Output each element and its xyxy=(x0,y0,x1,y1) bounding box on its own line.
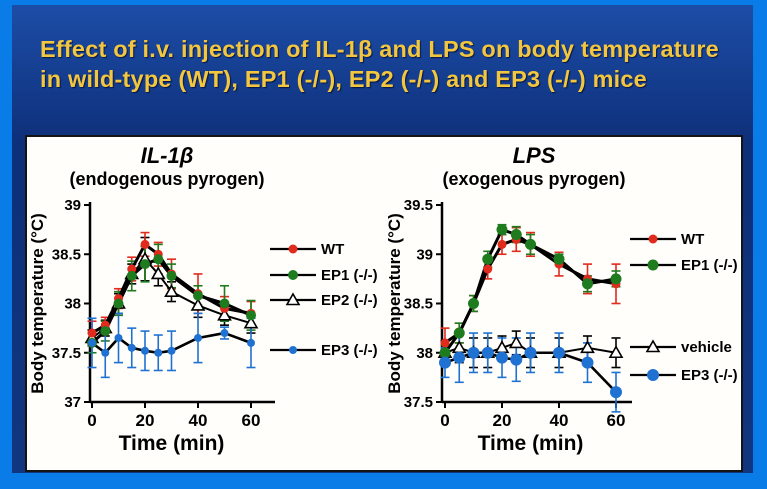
x-axis-label: Time (min) xyxy=(119,432,225,455)
chart-title: IL-1β xyxy=(141,143,194,168)
legend: WT EP1 (-/-) vehicle EP3 (-/-) xyxy=(630,231,738,384)
svg-text:40: 40 xyxy=(189,411,208,430)
svg-text:EP1 (-/-): EP1 (-/-) xyxy=(681,257,738,274)
svg-text:37.5: 37.5 xyxy=(52,345,81,362)
line-EP1 (-/-) xyxy=(91,257,252,345)
svg-text:39: 39 xyxy=(416,246,433,263)
svg-text:0: 0 xyxy=(440,411,449,430)
line-EP3 (-/-) xyxy=(91,331,252,355)
il1b-chart-svg: IL-1β(endogenous pyrogen) 37 37.5 38 38.5 39 B… xyxy=(28,143,378,455)
y-axis-label: Body temperature (°C) xyxy=(28,213,47,394)
series-EP1 (-/-) xyxy=(87,254,256,348)
series-EP3 (-/-) xyxy=(439,346,622,399)
slide-background: Effect of i.v. injection of IL-1β and LP… xyxy=(12,5,753,473)
svg-text:60: 60 xyxy=(242,411,261,430)
slide-title-line-2: in wild-type (WT), EP1 (-/-), EP2 (-/-) … xyxy=(40,66,647,92)
svg-text:EP1 (-/-): EP1 (-/-) xyxy=(321,267,378,284)
errorbars-EP3 (-/-) xyxy=(440,332,621,413)
svg-text:39: 39 xyxy=(64,197,81,214)
chart-title: LPS xyxy=(513,143,556,168)
line-EP1 (-/-) xyxy=(443,228,617,354)
chart-subtitle: (exogenous pyrogen) xyxy=(442,169,625,189)
svg-text:EP3 (-/-): EP3 (-/-) xyxy=(321,342,378,359)
x-axis: 0 20 40 60 xyxy=(440,400,632,430)
chart-subtitle: (endogenous pyrogen) xyxy=(70,169,265,189)
svg-text:20: 20 xyxy=(493,411,512,430)
svg-text:20: 20 xyxy=(136,411,155,430)
line-EP3 (-/-) xyxy=(444,351,617,394)
svg-text:37.5: 37.5 xyxy=(404,394,433,411)
svg-text:EP3 (-/-): EP3 (-/-) xyxy=(681,367,738,384)
svg-text:38.5: 38.5 xyxy=(52,246,81,263)
x-axis: 0 20 40 60 xyxy=(87,400,275,430)
chart-lps: LPS (exogenous pyrogen) 37.5 38 38.5 39 39.5 Bo… xyxy=(384,137,741,466)
svg-text:38: 38 xyxy=(416,345,433,362)
line-vehicle xyxy=(444,341,617,354)
lps-chart-svg: LPS(exogenous pyrogen) 37.5 38 38.5 39 39.5Bo… xyxy=(385,143,738,455)
svg-text:40: 40 xyxy=(550,411,569,430)
svg-text:38: 38 xyxy=(64,296,81,313)
series-EP1 (-/-) xyxy=(439,224,622,359)
svg-text:38.5: 38.5 xyxy=(404,296,433,313)
x-axis-label: Time (min) xyxy=(478,432,584,455)
legend: WT EP1 (-/-) EP2 (-/-) EP3 (-/-) xyxy=(270,241,378,359)
slide-title: Effect of i.v. injection of IL-1β and LP… xyxy=(40,34,730,94)
charts-panel: IL-1β (endogenous pyrogen) 37 37.5 38 38.5 39 B… xyxy=(25,135,743,472)
y-axis-label: Body temperature (°C) xyxy=(385,213,404,394)
svg-text:vehicle: vehicle xyxy=(681,339,732,356)
slide-title-line-1: Effect of i.v. injection of IL-1β and LP… xyxy=(40,36,719,62)
svg-text:60: 60 xyxy=(607,411,626,430)
chart-il1b: IL-1β (endogenous pyrogen) 37 37.5 38 38.5 39 B… xyxy=(27,137,384,466)
svg-text:37: 37 xyxy=(64,394,81,411)
svg-text:39.5: 39.5 xyxy=(404,197,433,214)
svg-text:0: 0 xyxy=(87,411,96,430)
y-axis: 37 37.5 38 38.5 39 xyxy=(52,197,92,411)
series-EP3 (-/-) xyxy=(88,329,255,357)
svg-text:WT: WT xyxy=(321,241,344,258)
svg-text:EP2 (-/-): EP2 (-/-) xyxy=(321,292,378,309)
y-axis: 37.5 38 38.5 39 39.5 xyxy=(404,197,444,411)
svg-text:WT: WT xyxy=(681,231,704,248)
